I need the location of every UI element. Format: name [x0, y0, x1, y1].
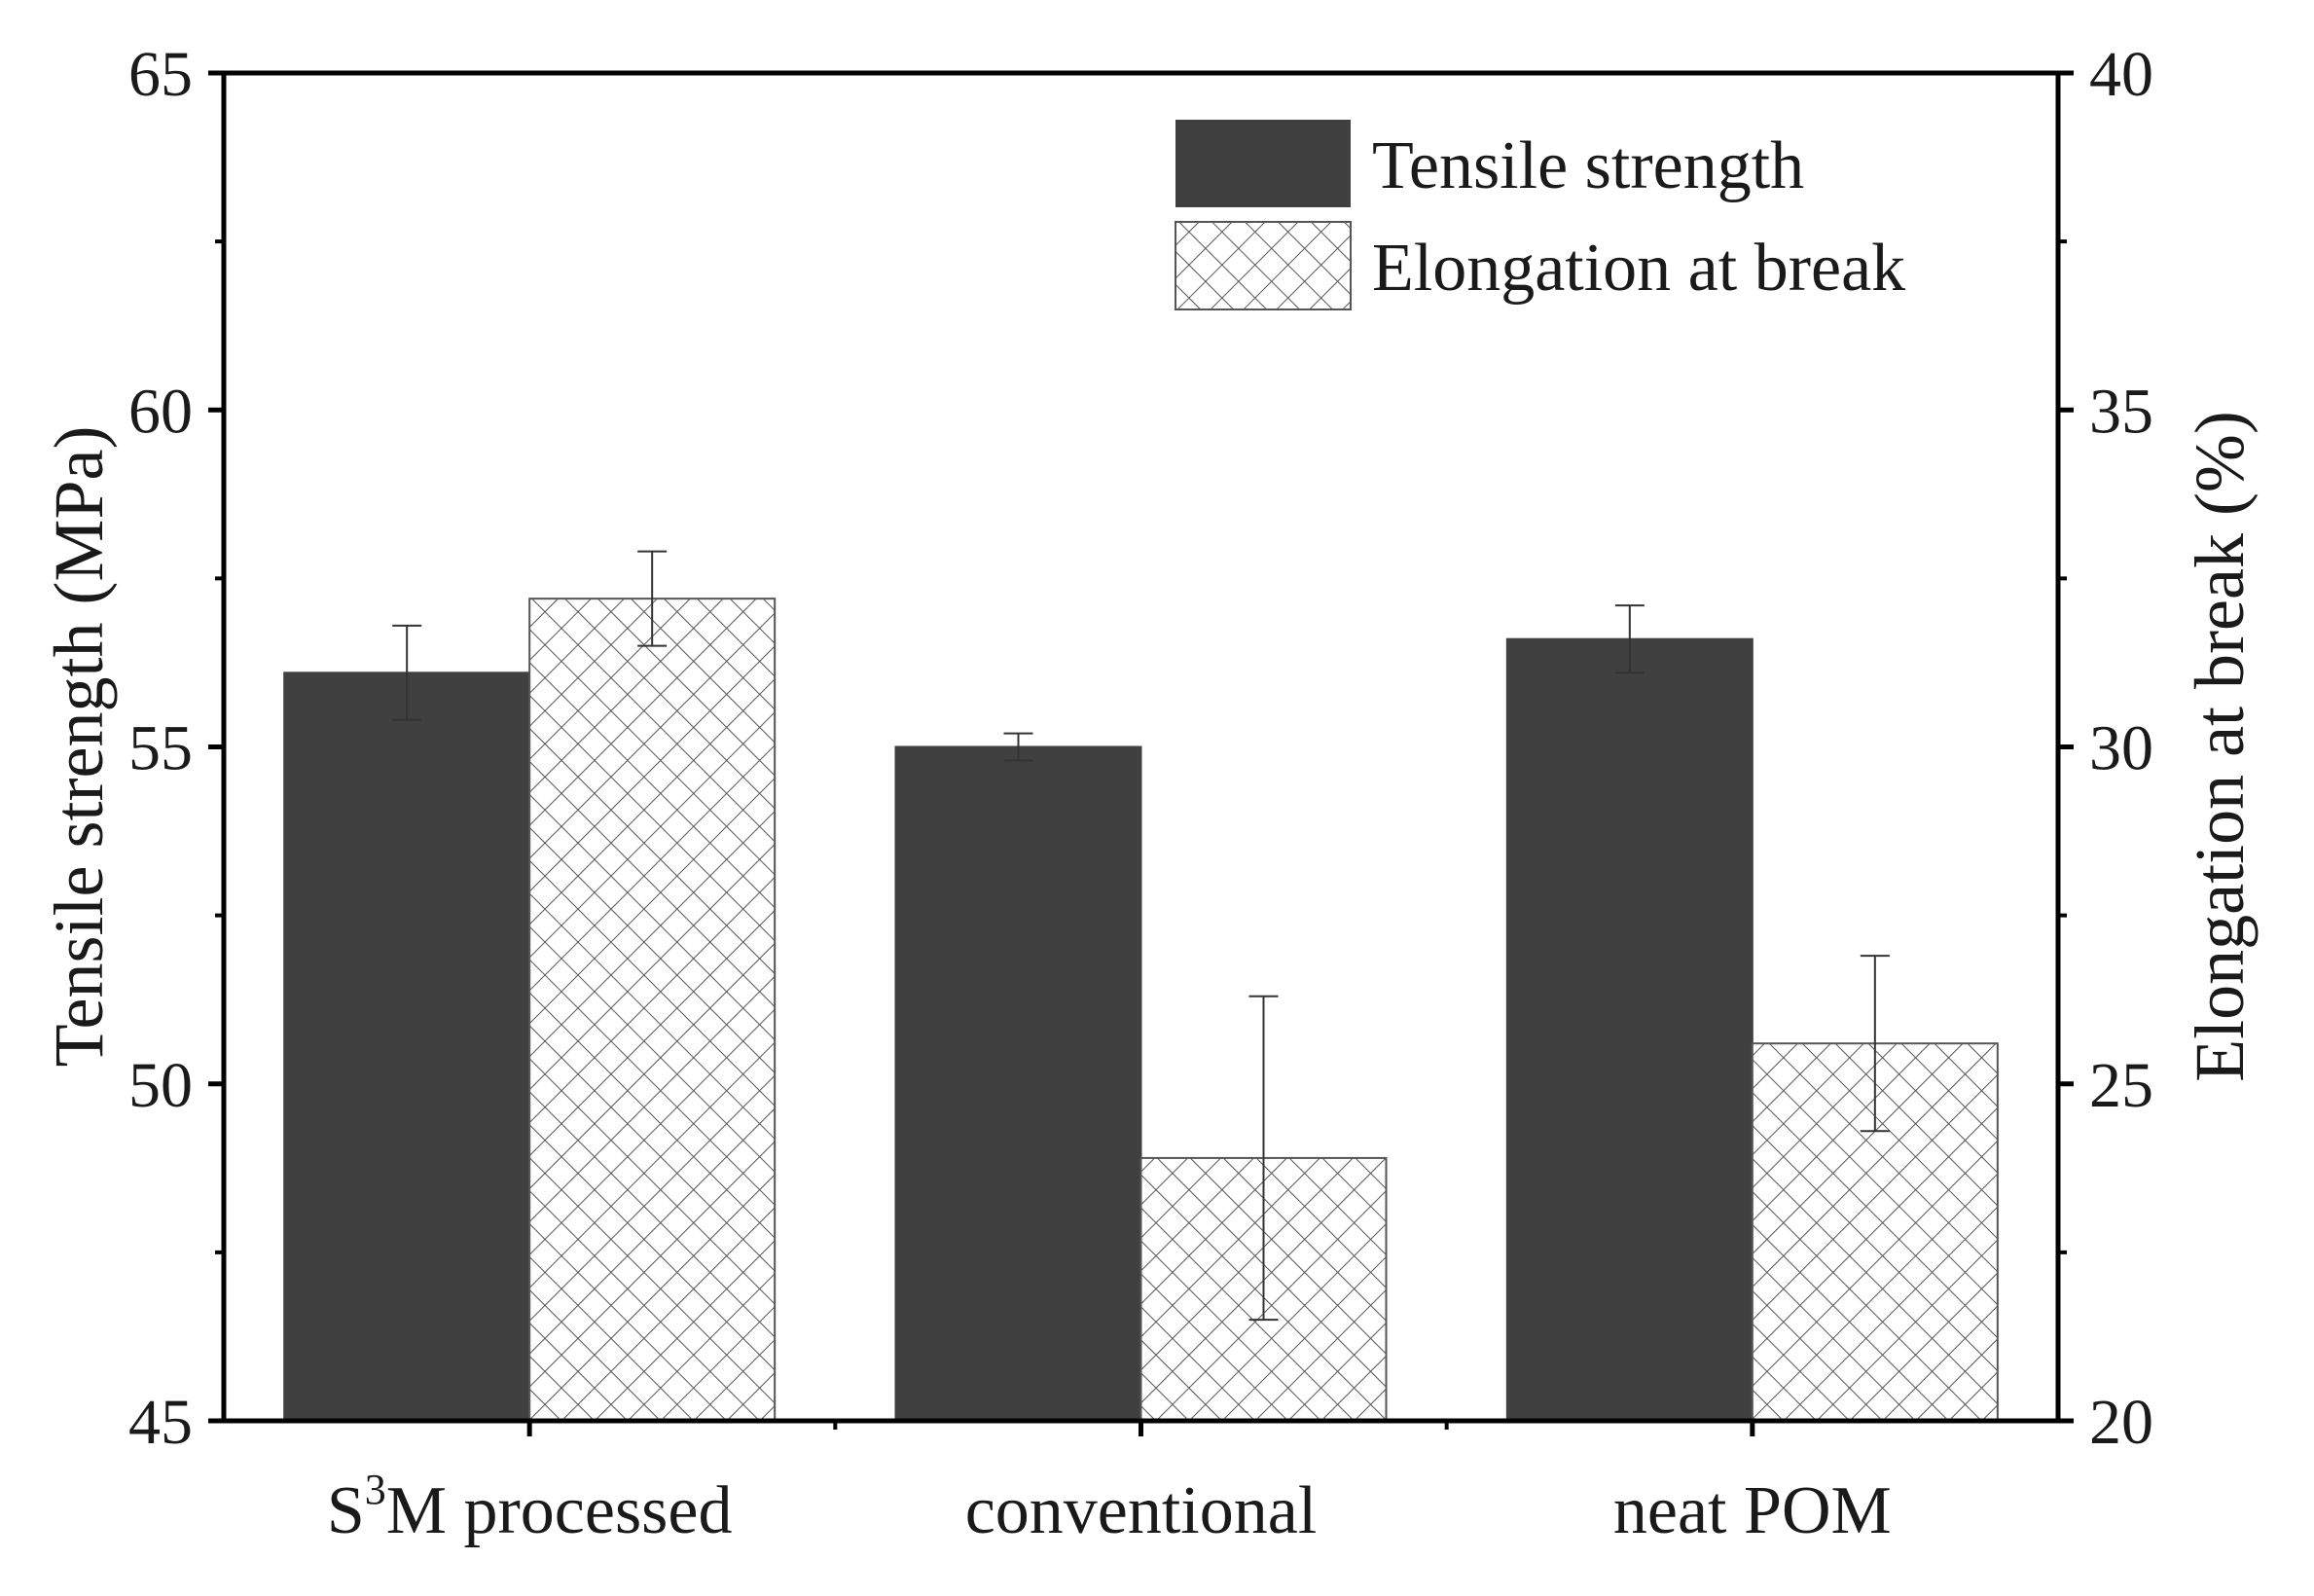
error-bars-group — [392, 550, 1890, 1322]
legend-swatch-tensile-strength — [1175, 120, 1351, 207]
right-axis-tick-labels: 20 25 30 35 40 — [2089, 39, 2153, 1458]
error-bar-elongation-at-break-conventional — [1248, 995, 1279, 1322]
bar-tensile-strength-conventional — [894, 745, 1142, 1422]
bars-group — [283, 598, 1999, 1423]
left-tick-label-60: 60 — [128, 376, 193, 447]
axis-ticks-group — [208, 70, 2074, 1436]
left-tick-label-55: 55 — [128, 713, 193, 784]
left-axis-tick-labels: 45 50 55 60 65 — [128, 39, 193, 1458]
error-bar-tensile-strength-conventional — [1003, 732, 1033, 762]
error-bar-tensile-strength-s3m-processed — [392, 624, 422, 721]
right-tick-label-40: 40 — [2089, 39, 2153, 110]
left-tick-label-45: 45 — [128, 1387, 193, 1458]
right-tick-label-30: 30 — [2089, 713, 2153, 784]
legend: Tensile strength Elongation at break — [1175, 120, 1905, 310]
category-label-neat-pom: neat POM — [1613, 1473, 1892, 1548]
legend-label-tensile-strength: Tensile strength — [1372, 128, 1804, 203]
error-bar-elongation-at-break-neat-pom — [1860, 955, 1890, 1133]
right-tick-label-25: 25 — [2089, 1050, 2153, 1121]
category-label-conventional: conventional — [965, 1473, 1318, 1548]
left-tick-label-50: 50 — [128, 1050, 193, 1121]
legend-label-elongation-at-break: Elongation at break — [1372, 231, 1905, 306]
left-tick-label-65: 65 — [128, 39, 193, 110]
bar-tensile-strength-neat-pom — [1505, 637, 1754, 1422]
error-bar-elongation-at-break-s3m-processed — [637, 550, 668, 647]
bar-tensile-strength-s3m-processed — [283, 671, 531, 1422]
right-tick-label-20: 20 — [2089, 1387, 2153, 1458]
bar-elongation-at-break-s3m-processed — [528, 598, 777, 1422]
left-axis-title: Tensile strength (MPa) — [40, 426, 118, 1068]
category-label-s3m-processed: S3M processed — [327, 1466, 733, 1548]
category-labels: S3M processed conventional neat POM — [327, 1466, 1892, 1548]
error-bar-tensile-strength-neat-pom — [1614, 604, 1645, 674]
right-axis-title: Elongation at break (%) — [2181, 411, 2259, 1082]
legend-swatch-elongation-at-break — [1175, 221, 1352, 310]
right-tick-label-35: 35 — [2089, 376, 2153, 447]
